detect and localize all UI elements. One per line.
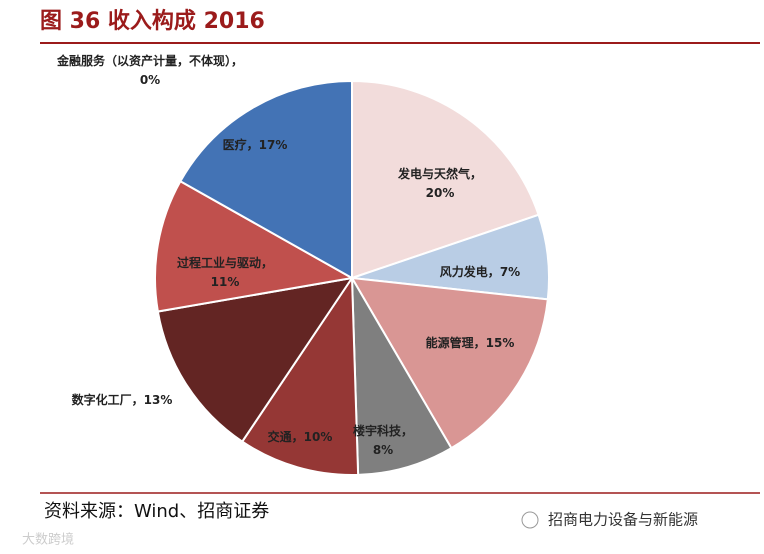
source-note: 资料来源：Wind、招商证券: [44, 501, 269, 522]
slice-label: 楼宇科技， 8%: [353, 423, 413, 457]
label-category: 过程工业与驱动，: [177, 255, 273, 270]
label-value: 10%: [304, 430, 333, 444]
pie: [154, 79, 550, 476]
corner-watermark: 大数跨境: [22, 533, 74, 548]
label-category: 发电与天然气，: [397, 166, 482, 181]
label-category: 金融服务（以资产计量，不体现），: [56, 53, 243, 68]
slice-label: 数字化工厂，13%: [72, 392, 173, 407]
slice-label: 医疗，17%: [223, 137, 288, 152]
label-category: 风力发电，: [440, 264, 500, 279]
label-value: 0%: [140, 73, 160, 87]
label-category: 数字化工厂，: [72, 392, 144, 407]
label-value: 13%: [144, 393, 173, 407]
slice-label: 过程工业与驱动， 11%: [177, 255, 273, 289]
pie-slice: [156, 276, 355, 443]
wechat-icon: [521, 511, 539, 529]
label-category: 交通，: [268, 429, 304, 444]
label-value: 7%: [500, 265, 520, 279]
watermark: 招商电力设备与新能源: [548, 511, 698, 529]
pie-slice: [240, 274, 360, 476]
label-value: 8%: [373, 443, 393, 457]
label-category: 能源管理，: [426, 335, 486, 350]
chart-title: 图 36 收入构成 2016: [40, 8, 265, 34]
label-category: 楼宇科技，: [353, 423, 413, 438]
label-category: 医疗，: [223, 137, 259, 152]
label-value: 15%: [486, 336, 515, 350]
slice-label: 风力发电，7%: [440, 264, 520, 279]
pie-slice: [154, 179, 355, 313]
label-value: 11%: [211, 275, 240, 289]
slice-label: 交通，10%: [268, 429, 333, 444]
pie-slice: [351, 277, 453, 476]
pie-slice: [351, 79, 540, 280]
slice-label: 能源管理，15%: [426, 335, 515, 350]
slice-label: 金融服务（以资产计量，不体现）， 0%: [56, 53, 243, 87]
pie-slice: [179, 79, 353, 280]
label-value: 20%: [426, 186, 455, 200]
label-value: 17%: [259, 138, 288, 152]
pie-slice: [350, 276, 549, 450]
slice-label: 发电与天然气， 20%: [397, 166, 482, 200]
